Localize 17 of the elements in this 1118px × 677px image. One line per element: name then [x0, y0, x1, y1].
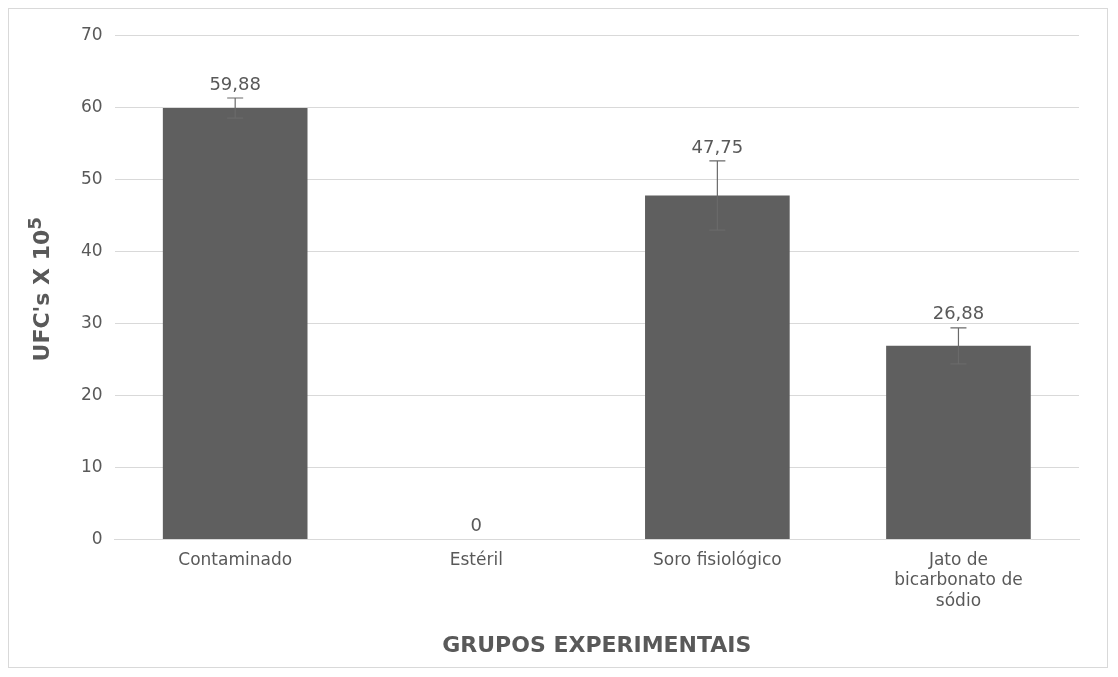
data-label: 59,88 — [209, 72, 261, 94]
x-tick-label: Soro fisiológico — [653, 549, 782, 570]
x-tick-label: Contaminado — [178, 549, 293, 570]
y-tick-label: 70 — [80, 23, 103, 44]
y-tick-label: 10 — [80, 455, 103, 476]
data-label: 0 — [470, 514, 482, 536]
x-tick-label: Estéril — [449, 549, 503, 570]
x-tick-label: Jato de bicarbonato de sódio — [894, 549, 1023, 610]
y-tick-label: 0 — [91, 527, 103, 548]
data-label: 26,88 — [932, 302, 985, 324]
y-tick-label: 20 — [80, 383, 103, 404]
x-axis-title: GRUPOS EXPERIMENTAIS — [442, 631, 752, 657]
y-tick-label: 40 — [80, 239, 103, 260]
y-tick-label: 60 — [80, 95, 103, 116]
y-tick-label: 50 — [80, 167, 103, 188]
data-label: 47,75 — [691, 135, 744, 157]
y-tick-label: 30 — [80, 311, 103, 332]
